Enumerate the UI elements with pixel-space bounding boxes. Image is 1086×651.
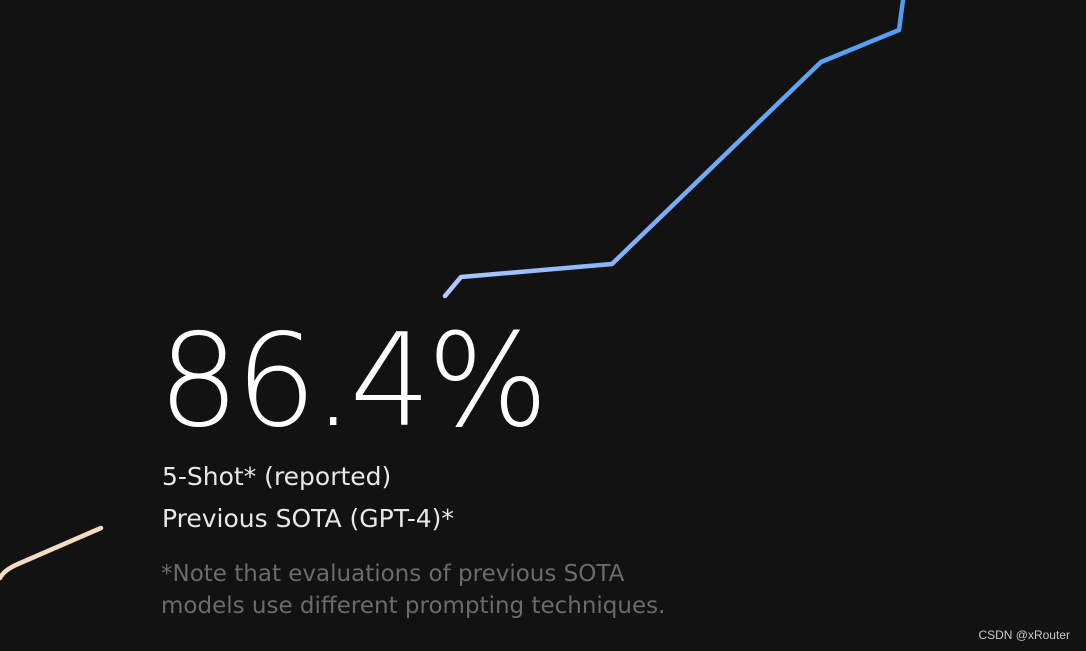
- footnote-line-2: models use different prompting technique…: [161, 593, 666, 619]
- shot-setting-label: 5-Shot* (reported): [162, 462, 392, 491]
- trend-line-cream: [0, 525, 104, 581]
- footnote: *Note that evaluations of previous SOTA …: [161, 558, 665, 622]
- watermark-label: CSDN @xRouter: [978, 628, 1070, 642]
- footnote-line-1: *Note that evaluations of previous SOTA: [161, 561, 625, 587]
- trend-line-blue: [442, 0, 906, 299]
- score-value: 86.4%: [158, 307, 549, 456]
- previous-sota-label: Previous SOTA (GPT-4)*: [162, 504, 454, 533]
